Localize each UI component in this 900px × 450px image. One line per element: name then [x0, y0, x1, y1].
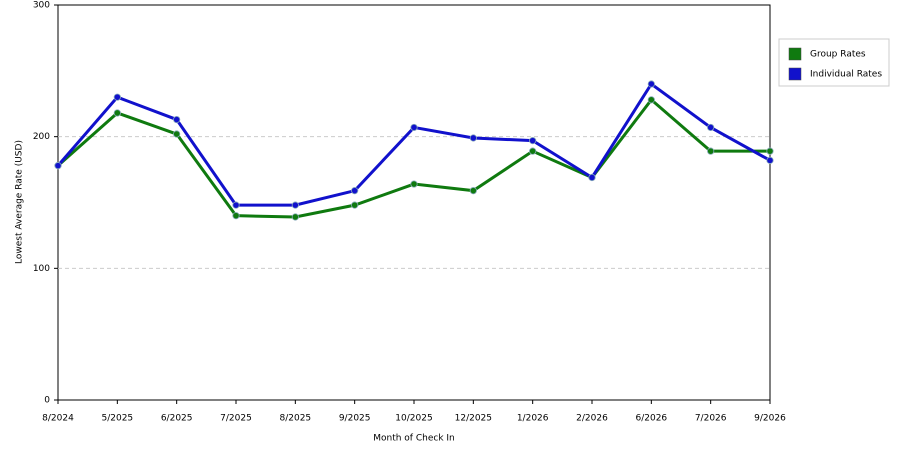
- y-axis-label: Lowest Average Rate (USD): [15, 140, 25, 264]
- data-point: [173, 130, 181, 138]
- data-point: [469, 134, 477, 142]
- data-point: [113, 109, 121, 117]
- data-point: [113, 93, 121, 101]
- data-point: [529, 137, 537, 145]
- data-point: [291, 201, 299, 209]
- data-point: [351, 201, 359, 209]
- x-tick-label: 8/2024: [42, 414, 74, 424]
- y-tick-label: 300: [33, 1, 50, 11]
- x-tick-label: 10/2025: [395, 414, 432, 424]
- data-point: [410, 123, 418, 132]
- data-point: [529, 147, 537, 155]
- x-tick-label: 6/2025: [161, 414, 193, 424]
- plot-area: [57, 4, 771, 401]
- x-tick-label: 12/2025: [455, 414, 492, 424]
- data-point: [707, 123, 715, 132]
- data-point: [707, 147, 715, 155]
- legend: Group Rates Individual Rates: [778, 38, 890, 87]
- data-point: [173, 115, 181, 124]
- x-tick-label: 1/2026: [517, 414, 549, 424]
- x-tick-label: 7/2025: [220, 414, 252, 424]
- data-point: [647, 96, 655, 104]
- x-axis-label: Month of Check In: [373, 434, 455, 444]
- x-tick-label: 5/2025: [101, 414, 133, 424]
- data-point: [410, 180, 418, 188]
- legend-label: Individual Rates: [810, 70, 882, 80]
- y-tick-label: 0: [44, 396, 50, 406]
- legend-label: Group Rates: [810, 50, 866, 60]
- data-point: [232, 212, 240, 220]
- data-point: [647, 80, 655, 88]
- y-tick-label: 200: [33, 132, 50, 142]
- x-tick-label: 9/2025: [339, 414, 371, 424]
- data-point: [766, 156, 774, 164]
- x-tick-label: 6/2026: [635, 414, 667, 424]
- x-tick-label: 2/2026: [576, 414, 608, 424]
- data-point: [291, 213, 299, 221]
- data-point: [351, 187, 359, 195]
- y-tick-label: 100: [33, 264, 50, 274]
- data-point: [232, 201, 240, 209]
- data-point: [588, 173, 596, 182]
- legend-swatch: [788, 67, 802, 81]
- data-point: [766, 147, 774, 155]
- data-point: [469, 187, 477, 195]
- x-tick-label: 9/2026: [754, 414, 786, 424]
- legend-swatch: [788, 47, 802, 61]
- x-tick-label: 8/2025: [279, 414, 311, 424]
- data-point: [54, 162, 62, 170]
- x-tick-label: 7/2026: [695, 414, 727, 424]
